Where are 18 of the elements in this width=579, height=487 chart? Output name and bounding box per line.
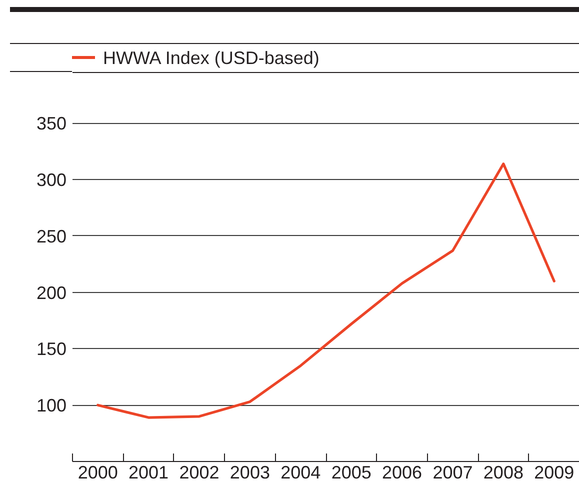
x-tick-label: 2003 bbox=[230, 462, 270, 482]
y-tick-label: 150 bbox=[36, 339, 67, 360]
x-tick-label: 2009 bbox=[534, 462, 574, 482]
x-tick-label: 2007 bbox=[432, 462, 473, 482]
x-tick-label: 2002 bbox=[179, 462, 220, 482]
x-tick-label: 2000 bbox=[78, 462, 118, 482]
x-tick-label: 2004 bbox=[280, 462, 321, 482]
y-tick-label: 200 bbox=[36, 282, 67, 303]
line-series bbox=[96, 162, 556, 419]
y-tick-label: 350 bbox=[36, 114, 67, 134]
x-tick-label: 2005 bbox=[331, 462, 372, 482]
y-tick-label: 300 bbox=[36, 170, 67, 190]
x-tick-label: 2006 bbox=[382, 462, 422, 482]
legend-label: HWWA Index (USD-based) bbox=[103, 48, 320, 68]
y-tick-label: 100 bbox=[36, 396, 67, 416]
y-tick-label: 250 bbox=[36, 226, 67, 246]
x-tick-label: 2001 bbox=[128, 462, 169, 482]
x-tick-label: 2008 bbox=[483, 462, 524, 482]
